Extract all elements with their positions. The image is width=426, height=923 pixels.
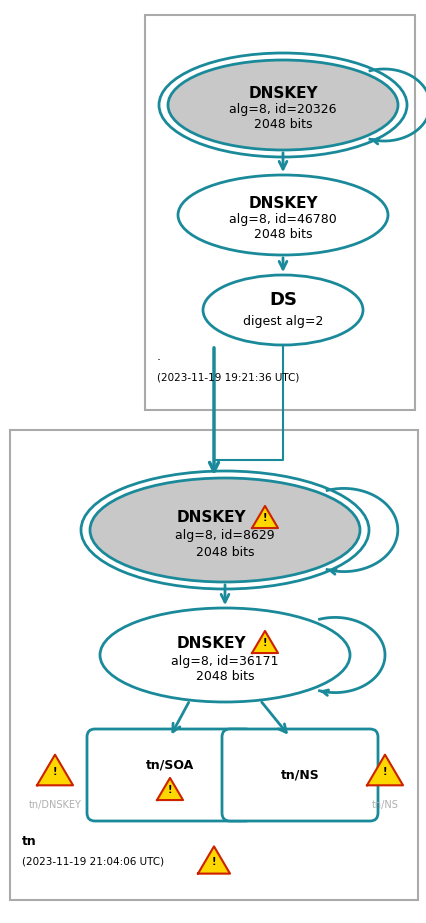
Text: (2023-11-19 21:04:06 UTC): (2023-11-19 21:04:06 UTC) [22,857,164,867]
Polygon shape [37,755,73,785]
Text: DNSKEY: DNSKEY [248,196,317,210]
Text: alg=8, id=20326: alg=8, id=20326 [229,103,336,116]
Text: .: . [157,350,161,363]
FancyBboxPatch shape [87,729,253,821]
Text: digest alg=2: digest alg=2 [242,316,322,329]
Text: DS: DS [268,291,296,309]
Ellipse shape [178,175,387,255]
Polygon shape [251,506,277,528]
Text: DNSKEY: DNSKEY [176,636,245,651]
Polygon shape [198,846,230,873]
Text: !: ! [167,785,172,796]
Polygon shape [366,755,402,785]
Text: !: ! [262,513,267,523]
Text: !: ! [262,639,267,648]
Text: alg=8, id=36171: alg=8, id=36171 [171,654,278,667]
Text: tn/SOA: tn/SOA [146,759,194,772]
Text: tn/NS: tn/NS [371,800,397,810]
Text: 2048 bits: 2048 bits [195,545,253,558]
Text: !: ! [382,767,386,777]
Ellipse shape [202,275,362,345]
Polygon shape [251,631,277,653]
Text: !: ! [53,767,57,777]
FancyBboxPatch shape [10,430,417,900]
Text: alg=8, id=8629: alg=8, id=8629 [175,530,274,543]
Text: !: ! [211,857,216,867]
Text: tn: tn [22,835,37,848]
FancyBboxPatch shape [145,15,414,410]
Ellipse shape [100,608,349,702]
Text: (2023-11-19 19:21:36 UTC): (2023-11-19 19:21:36 UTC) [157,372,299,382]
Text: 2048 bits: 2048 bits [195,670,253,684]
Ellipse shape [90,478,359,582]
Text: 2048 bits: 2048 bits [253,229,311,242]
Text: alg=8, id=46780: alg=8, id=46780 [229,213,336,226]
Ellipse shape [167,60,397,150]
Text: 2048 bits: 2048 bits [253,118,311,131]
Text: DNSKEY: DNSKEY [176,510,245,525]
FancyBboxPatch shape [222,729,377,821]
Text: tn/NS: tn/NS [280,769,319,782]
Text: DNSKEY: DNSKEY [248,86,317,101]
Text: tn/DNSKEY: tn/DNSKEY [29,800,81,810]
Polygon shape [157,778,183,800]
